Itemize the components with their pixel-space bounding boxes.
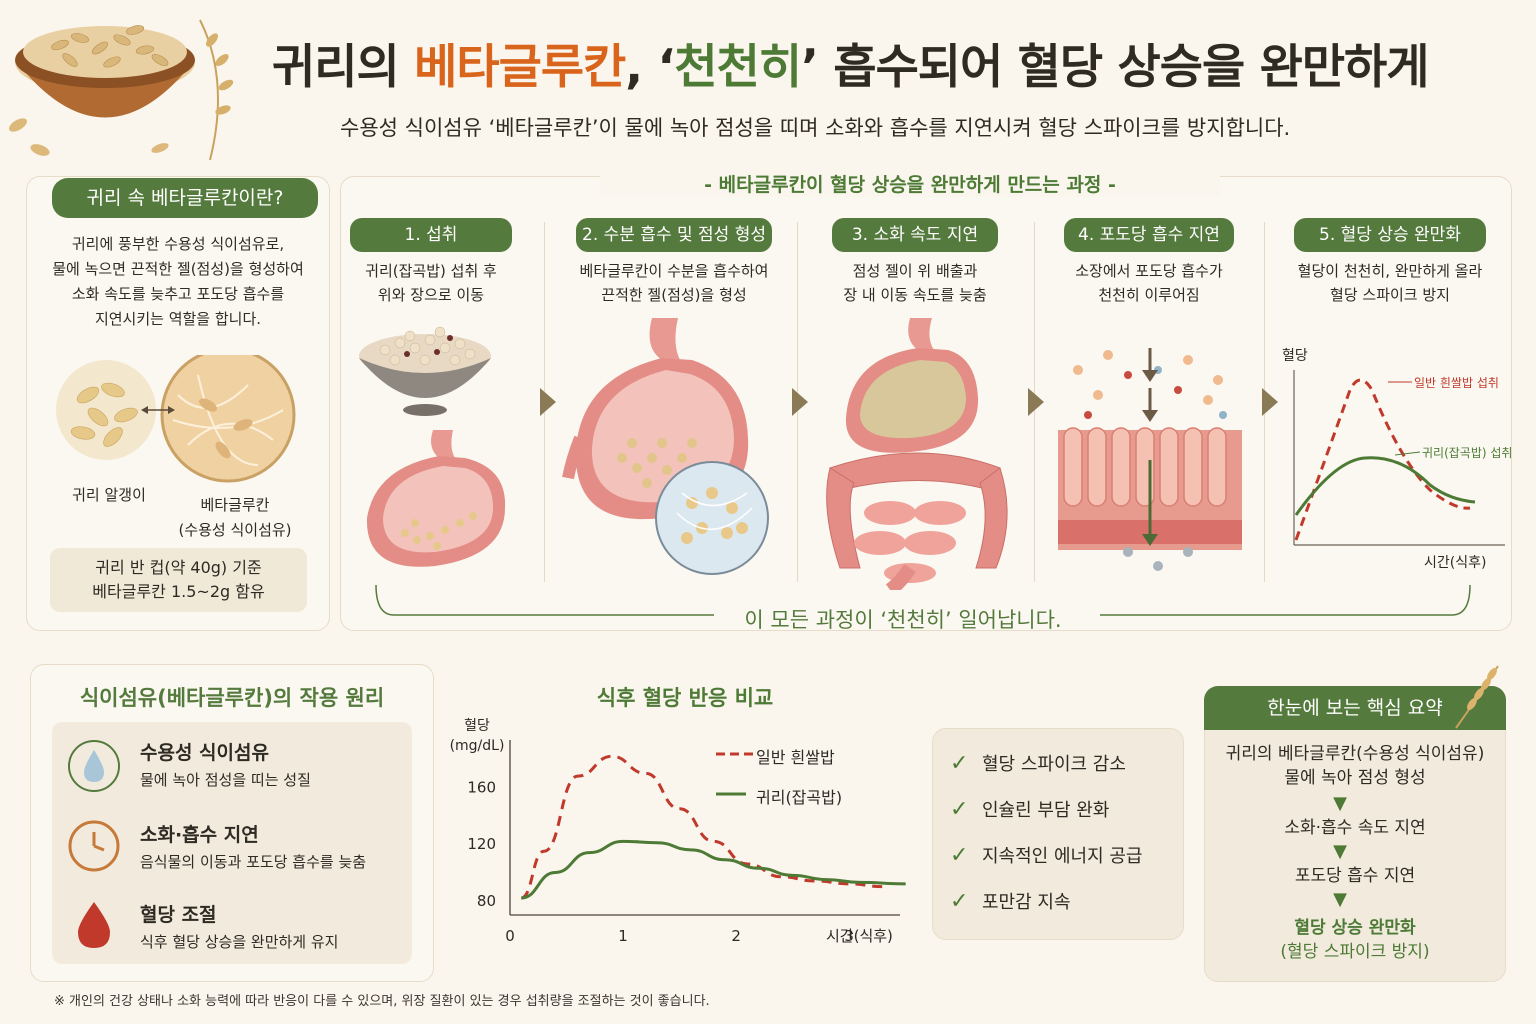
checklist-item: ✓ 혈당 스파이크 감소 [950, 750, 1126, 776]
checklist-panel [932, 728, 1184, 940]
step-4-description: 소장에서 포도당 흡수가 천천히 이루어짐 [1075, 262, 1223, 304]
check-icon: ✓ [950, 796, 969, 822]
down-arrow-icon: ▼ [1333, 841, 1347, 862]
chart-y-tick-label: 80 [477, 892, 496, 910]
step-3-illustration [826, 318, 1008, 590]
checklist-item: ✓ 인슐린 부담 완화 [950, 796, 1110, 822]
mini-chart-series-oat: 귀리(잡곡밥) 섭취 [1422, 446, 1513, 460]
summary-flow-step-1: 귀리의 베타글루칸(수용성 식이섬유) 물에 녹아 점성 형성 [1225, 744, 1485, 788]
footnote: ※ 개인의 건강 상태나 소화 능력에 따라 반응이 다를 수 있으며, 위장 … [54, 994, 710, 1009]
process-footer: 이 모든 과정이 ‘천천히’ 일어납니다. [744, 608, 1062, 632]
step-4-illustration [1058, 348, 1242, 571]
summary-heading: 한눈에 보는 핵심 요약 [1204, 686, 1506, 730]
step-2-illustration [562, 318, 769, 575]
legend-oat-swatch [716, 792, 746, 796]
chart-xlabel: 시간(식후) [826, 927, 893, 945]
principle-item-2-desc: 음식물의 이동과 포도당 흡수를 늦춤 [140, 853, 367, 871]
chart-x-tick-label: 2 [731, 927, 741, 945]
glucose-response-chart: 0 1 2 3 80 120 160 [467, 740, 906, 945]
series-line-oat [521, 839, 906, 900]
mini-chart-xlabel: 시간(식후) [1424, 555, 1487, 571]
step-2-label: 2. 수분 흡수 및 점성 형성 [576, 218, 772, 252]
step-arrow-icon [1028, 388, 1044, 416]
checklist-item: ✓ 지속적인 에너지 공급 [950, 842, 1143, 868]
intro-heading: 귀리 속 베타글루칸이란? [52, 178, 318, 218]
summary-flow-step-4: 혈당 상승 완만화 (혈당 스파이크 방지) [1280, 918, 1430, 962]
step-2-description: 베타글루칸이 수분을 흡수하여 끈적한 젤(점성)을 형성 [579, 262, 769, 304]
principle-item-3-desc: 식후 혈당 상승을 완만하게 유지 [140, 933, 339, 951]
chart-x-tick-label: 1 [618, 927, 628, 945]
chart-y-tick-label: 160 [467, 779, 496, 797]
oat-bowl-illustration [8, 19, 234, 161]
intro-description: 귀리에 풍부한 수용성 식이섬유로, 물에 녹으면 끈적한 젤(점성)을 형성하… [52, 235, 304, 328]
principle-inner-box [52, 722, 412, 964]
intro-info-box: 귀리 반 컵(약 40g) 기준 베타글루칸 1.5~2g 함유 [50, 548, 307, 612]
step-arrow-icon [540, 388, 556, 416]
label-betaglucan: 베타글루칸 (수용성 식이섬유) [178, 496, 292, 539]
principle-item-1-desc: 물에 녹아 점성을 띠는 성질 [140, 771, 311, 789]
step-5-mini-chart [1293, 370, 1505, 546]
summary-panel [1204, 686, 1506, 982]
clock-icon [68, 820, 120, 872]
principle-heading: 식이섬유(베타글루칸)의 작용 원리 [79, 686, 385, 710]
step-arrow-icon [792, 388, 808, 416]
checklist: ✓ 혈당 스파이크 감소 ✓ 인슐린 부담 완화 ✓ 지속적인 에너지 공급 ✓ 포만감… [950, 740, 1180, 924]
checklist-item: ✓ 포만감 지속 [950, 888, 1071, 914]
legend-oat-label: 귀리(잡곡밥) [756, 788, 843, 807]
legend-white-rice-label: 일반 흰쌀밥 [756, 748, 835, 767]
check-icon: ✓ [950, 750, 969, 776]
summary-flow-step-3: 포도당 흡수 지연 [1294, 866, 1416, 886]
page-subtitle: 수용성 식이섬유 ‘베타글루칸’이 물에 녹아 점성을 띠며 소화와 흡수를 지… [340, 116, 1291, 140]
label-oat-grain: 귀리 알갱이 [72, 486, 146, 504]
step-3-description: 점성 젤이 위 배출과 장 내 이동 속도를 늦춤 [843, 262, 987, 304]
chart-x-tick-label: 0 [505, 927, 515, 945]
step-5-description: 혈당이 천천히, 완만하게 올라 혈당 스파이크 방지 [1297, 262, 1483, 304]
legend-white-rice-swatch [716, 752, 756, 756]
step-arrow-icon [1262, 388, 1278, 416]
step-4-label: 4. 포도당 흡수 지연 [1064, 218, 1234, 252]
chart-title: 식후 혈당 반응 비교 [596, 686, 774, 710]
check-icon: ✓ [950, 888, 969, 914]
step-1-label: 1. 섭취 [350, 218, 512, 252]
step-3-label: 3. 소화 속도 지연 [832, 218, 998, 252]
process-heading: - 베타글루칸이 혈당 상승을 완만하게 만드는 과정 - [600, 170, 1220, 197]
chart-y-tick-label: 120 [467, 835, 496, 853]
process-bracket [375, 585, 1471, 616]
chart-ylabel: 혈당 (mg/dL) [449, 718, 505, 754]
page-title: 귀리의 베타글루칸, ‘천천히’ 흡수되어 혈당 상승을 완만하게 [272, 40, 1430, 95]
chart-x-tick-label: 3 [844, 927, 854, 945]
down-arrow-icon: ▼ [1333, 889, 1347, 910]
principle-item-1-title: 수용성 식이섬유 [140, 742, 269, 764]
oat-vs-betaglucan-illustration [56, 355, 296, 483]
mini-chart-ylabel: 혈당 [1282, 348, 1308, 364]
principle-item-3-title: 혈당 조절 [140, 904, 217, 926]
step-1-illustration [359, 326, 506, 567]
blood-drop-icon [78, 902, 110, 948]
mini-chart-series-white-rice: 일반 흰쌀밥 섭취 [1414, 376, 1499, 390]
step-5-label: 5. 혈당 상승 완만화 [1294, 218, 1486, 252]
down-arrow-icon: ▼ [1333, 793, 1347, 814]
wheat-icon [1455, 665, 1499, 729]
principle-item-2-title: 소화·흡수 지연 [140, 824, 259, 846]
water-drop-icon [68, 740, 120, 792]
step-1-description: 귀리(잡곡밥) 섭취 후 위와 장으로 이동 [365, 262, 497, 304]
summary-flow-step-2: 소화·흡수 속도 지연 [1284, 818, 1426, 838]
series-line-white-rice [520, 754, 884, 900]
check-icon: ✓ [950, 842, 969, 868]
